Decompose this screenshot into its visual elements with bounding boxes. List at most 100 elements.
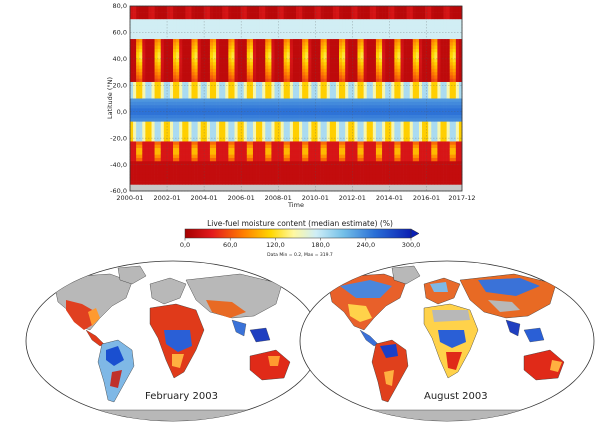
- heatmap-cell: [228, 118, 232, 122]
- heatmap-cell: [142, 151, 146, 155]
- heatmap-cell: [286, 174, 291, 179]
- heatmap-cell: [308, 65, 312, 70]
- heatmap-cell: [203, 118, 208, 122]
- heatmap-cell: [225, 68, 229, 73]
- heatmap-cell: [225, 19, 229, 23]
- heatmap-cell: [391, 75, 395, 79]
- heatmap-cell: [151, 134, 155, 139]
- heatmap-cell: [391, 72, 395, 76]
- heatmap-cell: [136, 181, 140, 185]
- heatmap-cell: [286, 115, 291, 119]
- heatmap-cell: [363, 88, 367, 93]
- heatmap-cell: [345, 45, 349, 50]
- heatmap-cell: [323, 157, 328, 162]
- heatmap-cell: [228, 68, 232, 73]
- heatmap-cell: [237, 42, 241, 46]
- heatmap-cell: [166, 148, 171, 152]
- heatmap-cell: [332, 115, 337, 119]
- heatmap-cell: [234, 177, 238, 182]
- heatmap-cell: [154, 81, 158, 86]
- heatmap-cell: [169, 68, 174, 73]
- heatmap-cell: [369, 161, 374, 165]
- heatmap-cell: [314, 95, 318, 99]
- heatmap-cell: [292, 65, 297, 70]
- heatmap-cell: [179, 35, 183, 40]
- heatmap-cell: [302, 177, 306, 182]
- heatmap-cell: [296, 19, 300, 23]
- heatmap-cell: [391, 101, 395, 106]
- heatmap-cell: [151, 6, 155, 10]
- heatmap-cell: [139, 72, 143, 76]
- heatmap-cell: [357, 98, 361, 103]
- heatmap-cell: [357, 91, 361, 96]
- heatmap-cell: [391, 88, 395, 93]
- heatmap-cell: [354, 95, 358, 99]
- heatmap-cell: [277, 9, 281, 13]
- heatmap-cell: [145, 6, 149, 10]
- heatmap-cell: [351, 72, 355, 76]
- heatmap-cell: [308, 22, 312, 27]
- heatmap-cell: [308, 101, 312, 106]
- heatmap-cell: [271, 48, 275, 53]
- heatmap-cell: [342, 148, 346, 152]
- heatmap-cell: [277, 22, 281, 27]
- heatmap-cell: [403, 141, 407, 146]
- heatmap-cell: [271, 95, 275, 99]
- heatmap-cell: [136, 154, 140, 159]
- heatmap-cell: [369, 48, 374, 53]
- heatmap-cell: [219, 171, 223, 175]
- heatmap-cell: [222, 148, 226, 152]
- heatmap-cell: [176, 167, 180, 172]
- heatmap-cell: [372, 15, 377, 20]
- heatmap-cell: [271, 154, 275, 159]
- heatmap-cell: [154, 91, 158, 96]
- heatmap-cell: [249, 39, 254, 43]
- heatmap-cell: [412, 29, 417, 33]
- heatmap-cell: [237, 19, 241, 23]
- heatmap-cell: [360, 85, 364, 89]
- heatmap-cell: [179, 141, 183, 146]
- heatmap-cell: [323, 58, 328, 63]
- heatmap-cell: [231, 177, 235, 182]
- heatmap-cell: [305, 62, 309, 66]
- heatmap-cell: [213, 45, 217, 50]
- heatmap-cell: [185, 167, 189, 172]
- heatmap-cell: [357, 15, 361, 20]
- heatmap-cell: [252, 118, 257, 122]
- heatmap-cell: [314, 6, 318, 10]
- heatmap-cell: [289, 58, 294, 63]
- heatmap-cell: [130, 151, 134, 155]
- heatmap-cell: [323, 105, 328, 109]
- heatmap-cell: [277, 124, 281, 129]
- heatmap-cell: [169, 35, 174, 40]
- heatmap-cell: [382, 164, 386, 169]
- heatmap-cell: [262, 65, 266, 70]
- heatmap-cell: [179, 164, 183, 169]
- heatmap-cell: [403, 101, 407, 106]
- heatmap-cell: [274, 29, 278, 33]
- heatmap-cell: [379, 174, 383, 179]
- heatmap-cell: [151, 144, 155, 149]
- heatmap-cell: [317, 148, 321, 152]
- heatmap-cell: [145, 19, 149, 23]
- heatmap-cell: [200, 78, 205, 83]
- heatmap-cell: [219, 68, 223, 73]
- heatmap-cell: [296, 12, 300, 17]
- heatmap-cell: [173, 124, 177, 129]
- heatmap-cell: [339, 81, 343, 86]
- heatmap-cell: [228, 58, 232, 63]
- heatmap-cell: [173, 72, 177, 76]
- heatmap-cell: [360, 25, 364, 30]
- heatmap-cell: [240, 55, 245, 60]
- heatmap-cell: [145, 48, 149, 53]
- heatmap-cell: [265, 32, 269, 37]
- heatmap-cell: [228, 32, 232, 37]
- heatmap-cell: [366, 111, 371, 116]
- heatmap-cell: [366, 29, 371, 33]
- heatmap-cell: [292, 55, 297, 60]
- heatmap-cell: [259, 141, 263, 146]
- heatmap-cell: [329, 62, 334, 66]
- heatmap-cell: [348, 115, 352, 119]
- heatmap-cell: [265, 161, 269, 165]
- heatmap-cell: [154, 118, 158, 122]
